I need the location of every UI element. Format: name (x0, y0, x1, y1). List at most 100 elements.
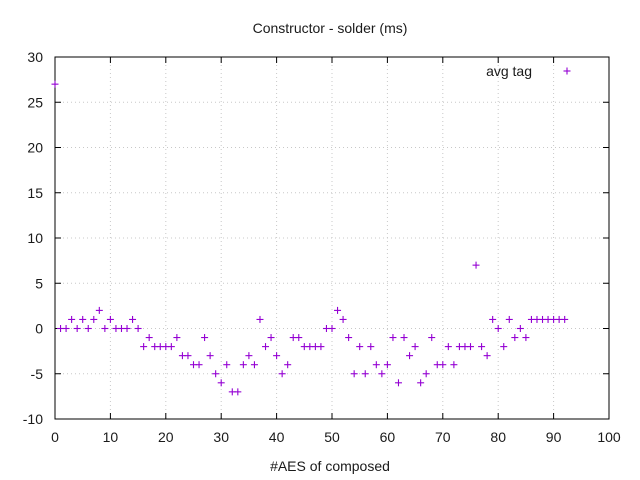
y-tick-label: 0 (35, 321, 43, 337)
data-point (378, 370, 386, 378)
x-axis-label: #AES of composed (270, 458, 390, 474)
data-point (173, 334, 181, 342)
y-tick-label: 25 (27, 94, 43, 110)
data-point (123, 325, 131, 332)
data-point (428, 334, 436, 342)
data-point (489, 315, 497, 323)
grid-lines (55, 57, 609, 419)
x-tick-labels: 0 10 20 30 40 50 60 70 80 90 100 (51, 429, 621, 445)
data-point (134, 325, 142, 332)
data-point (317, 343, 325, 351)
x-tick-label: 20 (158, 429, 174, 445)
data-point (101, 325, 109, 332)
data-point (422, 370, 430, 378)
data-point (561, 315, 569, 323)
data-point (500, 343, 508, 351)
data-point (472, 261, 480, 269)
x-tick-label: 50 (324, 429, 340, 445)
data-point (245, 352, 253, 360)
data-point (217, 379, 225, 387)
data-point (394, 379, 402, 387)
data-point (145, 334, 153, 342)
y-tick-label: 20 (27, 140, 43, 156)
data-point (406, 352, 414, 360)
data-point (516, 325, 524, 332)
legend: avg tag (486, 63, 571, 79)
data-point (262, 343, 270, 351)
data-point (256, 315, 264, 323)
data-point (372, 361, 380, 369)
data-point (356, 343, 364, 351)
data-point (239, 361, 247, 369)
data-point (184, 352, 192, 360)
data-point (206, 352, 214, 360)
data-point (339, 315, 347, 323)
y-tick-labels: -10 -5 0 5 10 15 20 25 30 (23, 49, 43, 427)
data-point (79, 315, 87, 323)
data-point (295, 334, 303, 342)
data-point (129, 315, 137, 323)
x-tick-label: 80 (490, 429, 506, 445)
data-point (250, 361, 258, 369)
y-tick-label: -10 (23, 411, 43, 427)
data-point (411, 343, 419, 351)
data-point (522, 334, 530, 342)
data-point (51, 80, 59, 88)
data-point (278, 370, 286, 378)
data-point (400, 334, 408, 342)
x-tick-label: 100 (597, 429, 621, 445)
y-tick-label: 30 (27, 49, 43, 65)
y-tick-label: 5 (35, 275, 43, 291)
y-tick-label: -5 (31, 366, 44, 382)
chart-title: Constructor - solder (ms) (253, 20, 408, 36)
data-point (345, 334, 353, 342)
data-point (201, 334, 209, 342)
data-point (444, 343, 452, 351)
data-point (494, 325, 502, 332)
data-point (328, 325, 336, 332)
x-tick-label: 40 (269, 429, 285, 445)
y-tick-label: 15 (27, 185, 43, 201)
data-point (350, 370, 358, 378)
data-point (483, 352, 491, 360)
data-point (267, 334, 275, 342)
data-point (505, 315, 513, 323)
data-point (439, 361, 447, 369)
data-point (361, 370, 369, 378)
data-point (73, 325, 81, 332)
data-point (106, 315, 114, 323)
x-tick-label: 0 (51, 429, 59, 445)
data-point (68, 315, 76, 323)
data-point (140, 343, 148, 351)
data-point (450, 361, 458, 369)
data-point (417, 379, 425, 387)
data-point (95, 306, 103, 314)
data-point (273, 352, 281, 360)
legend-marker-symbol (563, 67, 571, 75)
data-point (84, 325, 92, 332)
x-tick-label: 60 (380, 429, 396, 445)
x-tick-label: 70 (435, 429, 451, 445)
legend-label: avg tag (486, 63, 532, 79)
data-point (212, 370, 220, 378)
data-point (284, 361, 292, 369)
data-point (223, 361, 231, 369)
data-point (90, 315, 98, 323)
data-point (367, 343, 375, 351)
data-point (334, 306, 342, 314)
data-point (467, 343, 474, 351)
data-point (234, 388, 242, 396)
data-point (478, 343, 486, 351)
data-points (51, 80, 569, 396)
data-point (167, 343, 175, 351)
x-tick-label: 90 (546, 429, 562, 445)
data-point (62, 325, 70, 332)
x-tick-label: 10 (103, 429, 119, 445)
x-tick-label: 30 (213, 429, 229, 445)
data-point (389, 334, 397, 342)
y-tick-label: 10 (27, 230, 43, 246)
legend-marker (563, 67, 571, 75)
data-point (511, 334, 519, 342)
data-point (383, 361, 391, 369)
